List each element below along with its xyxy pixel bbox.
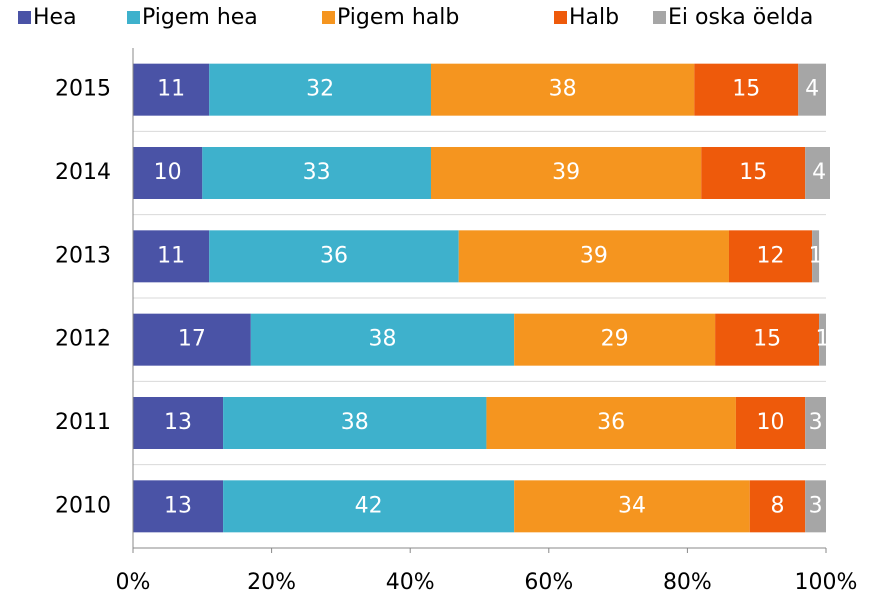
value-label: 11 bbox=[157, 243, 185, 268]
value-label: 13 bbox=[164, 493, 192, 518]
bar-segment bbox=[133, 147, 203, 199]
bar-segment bbox=[133, 313, 251, 366]
value-label: 10 bbox=[154, 160, 182, 185]
legend-label: Pigem hea bbox=[142, 5, 258, 30]
value-label: 10 bbox=[757, 410, 785, 435]
value-label: 4 bbox=[812, 160, 826, 185]
y-tick-label: 2012 bbox=[55, 327, 111, 352]
value-label: 12 bbox=[757, 243, 785, 268]
value-label: 13 bbox=[164, 410, 192, 435]
bar-segment bbox=[805, 480, 826, 533]
bar-segment bbox=[798, 63, 826, 116]
bars: 11 32 38 15 410 33 39 15 411 36 39 12 117 38 29 15 113 38… bbox=[133, 63, 830, 533]
x-tick-label: 60% bbox=[524, 570, 573, 595]
value-label: 32 bbox=[306, 77, 334, 102]
value-label: 39 bbox=[580, 243, 608, 268]
bar-segment bbox=[133, 480, 224, 533]
bar-segment bbox=[223, 480, 515, 533]
value-label: 33 bbox=[303, 160, 331, 185]
value-label: 8 bbox=[770, 493, 784, 518]
value-label: 17 bbox=[178, 327, 206, 352]
value-label: 39 bbox=[552, 160, 580, 185]
value-label: 38 bbox=[368, 327, 396, 352]
bar-segment bbox=[209, 63, 431, 116]
bar-segment bbox=[250, 313, 515, 366]
bar-segment bbox=[223, 397, 487, 449]
bar-segment bbox=[701, 147, 806, 199]
x-tick-label: 100% bbox=[795, 570, 858, 595]
value-label: 15 bbox=[732, 77, 760, 102]
value-label: 36 bbox=[320, 243, 348, 268]
bar-segment bbox=[209, 230, 459, 283]
value-label: 42 bbox=[355, 493, 383, 518]
legend-swatch bbox=[653, 11, 666, 24]
bar-segment bbox=[694, 63, 799, 116]
value-label: 34 bbox=[618, 493, 646, 518]
legend-label: Ei oska öelda bbox=[668, 5, 813, 30]
bar-segment bbox=[812, 230, 820, 283]
bar-segment bbox=[728, 230, 813, 283]
value-label: 4 bbox=[805, 77, 819, 102]
value-label: 3 bbox=[809, 410, 823, 435]
bar-segment bbox=[202, 147, 431, 199]
legend-label: Halb bbox=[569, 5, 619, 30]
legend-label: Pigem halb bbox=[337, 5, 459, 30]
bar-segment bbox=[133, 230, 210, 283]
bar-segment bbox=[805, 147, 830, 199]
x-tick-label: 80% bbox=[663, 570, 712, 595]
bar-segment bbox=[749, 480, 806, 533]
value-label: 38 bbox=[341, 410, 369, 435]
bar-segment bbox=[458, 230, 729, 283]
bar-segment bbox=[486, 397, 736, 449]
bar-segment bbox=[735, 397, 806, 449]
x-tick-label: 0% bbox=[116, 570, 151, 595]
legend-label: Hea bbox=[33, 5, 77, 30]
legend-swatch bbox=[127, 11, 140, 24]
value-label: 36 bbox=[597, 410, 625, 435]
legend-swatch bbox=[322, 11, 335, 24]
value-label: 1 bbox=[809, 243, 823, 268]
value-label: 15 bbox=[753, 327, 781, 352]
legend-swatch bbox=[18, 11, 31, 24]
y-tick-label: 2015 bbox=[55, 77, 111, 102]
value-label: 38 bbox=[549, 77, 577, 102]
y-tick-label: 2014 bbox=[55, 160, 111, 185]
x-tick-label: 20% bbox=[247, 570, 296, 595]
y-tick-label: 2011 bbox=[55, 410, 111, 435]
bar-segment bbox=[805, 397, 826, 449]
value-label: 29 bbox=[601, 327, 629, 352]
bar-segment bbox=[133, 397, 224, 449]
bar-segment bbox=[514, 313, 716, 366]
x-tick-label: 40% bbox=[386, 570, 435, 595]
value-label: 3 bbox=[809, 493, 823, 518]
legend-swatch bbox=[554, 11, 567, 24]
bar-segment bbox=[430, 147, 702, 199]
value-label: 11 bbox=[157, 77, 185, 102]
bar-segment bbox=[133, 63, 210, 116]
value-label: 1 bbox=[816, 327, 830, 352]
bar-segment bbox=[430, 63, 695, 116]
bar-segment bbox=[514, 480, 750, 533]
bar-segment bbox=[715, 313, 820, 366]
y-tick-label: 2010 bbox=[55, 493, 111, 518]
y-tick-label: 2013 bbox=[55, 243, 111, 268]
bar-segment bbox=[819, 313, 826, 366]
value-label: 15 bbox=[739, 160, 767, 185]
